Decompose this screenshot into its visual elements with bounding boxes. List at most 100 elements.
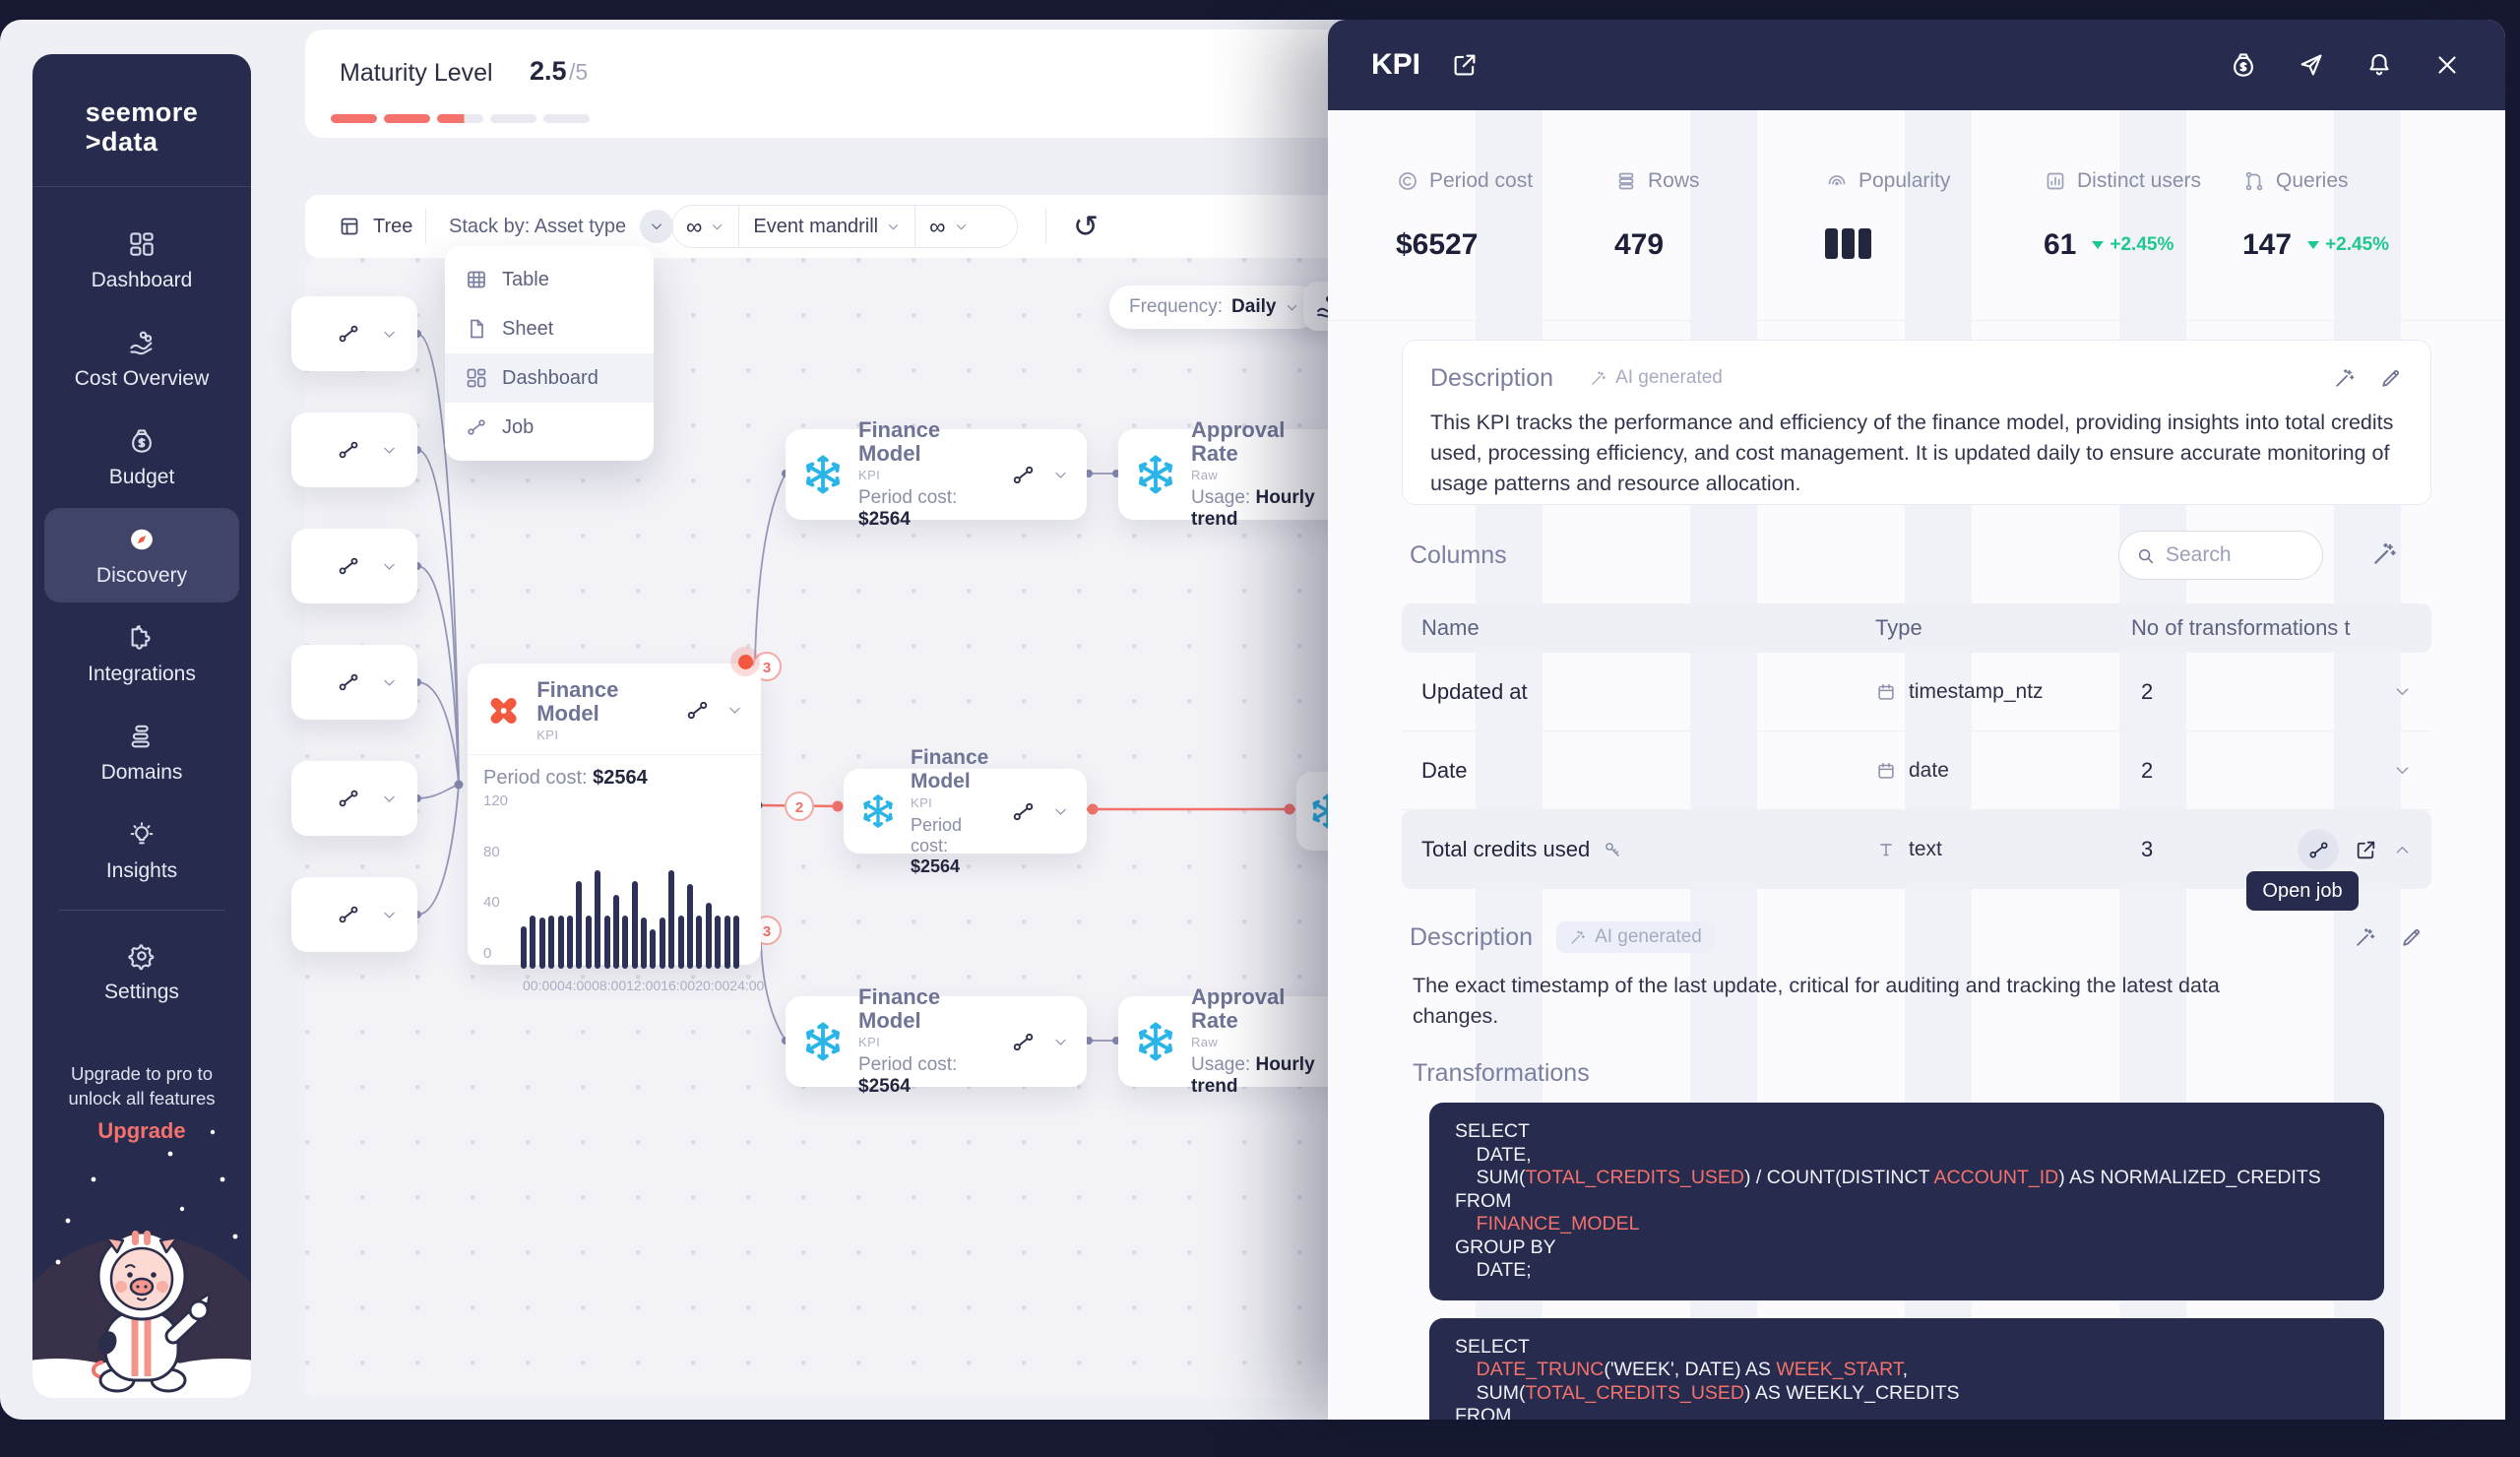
chevron-down-icon[interactable] [1052,1034,1069,1050]
sidebar-item-cost-overview[interactable]: Cost Overview [44,311,239,406]
sidebar-item-settings[interactable]: Settings [44,924,239,1019]
bar [631,881,638,969]
table-row-updated-at[interactable]: Updated at timestamp_ntz 2 [1402,653,2431,731]
edit-pencil-icon[interactable] [2378,366,2403,391]
collapsed-node[interactable] [291,296,417,371]
usage-value: Hourly trend [1191,487,1315,530]
delta-triangle-icon [2092,241,2105,249]
maturity-value: 2.5 [530,56,567,86]
finance-model-logo-icon [483,688,524,733]
send-icon[interactable] [2297,50,2326,80]
menu-item-sheet[interactable]: Sheet [445,304,654,353]
column-header-2[interactable]: No of transformations t [2131,615,2351,640]
magic-wand-icon[interactable] [2332,366,2357,391]
collapsed-node[interactable] [291,645,417,720]
node-approval-rate-top[interactable]: Approval Rate Raw Usage: Hourly trend [1118,418,1345,530]
collapsed-node[interactable] [291,529,417,603]
sidebar-item-integrations[interactable]: Integrations [44,606,239,701]
collapsed-node[interactable] [291,761,417,836]
node-finance-model-middle[interactable]: Finance Model KPI Period cost: $2564 [844,746,1087,876]
chevron-down-icon[interactable] [381,791,398,807]
node-bar-chart: 120 80 40 0 [483,792,739,969]
loop-filter-right[interactable]: ∞ [914,206,981,247]
external-link-icon[interactable] [2354,838,2378,862]
bell-icon[interactable] [2364,50,2394,80]
link-icon[interactable] [684,697,711,724]
cost-icon [127,328,157,357]
menu-item-table[interactable]: Table [445,255,654,304]
bar [566,916,573,969]
column-type: date [1875,759,1949,783]
node-finance-model-top[interactable]: Finance Model KPI Period cost: $2564 [786,418,1087,530]
node-finance-model-expanded[interactable]: Finance Model KPI Period cost: $2564 120… [468,664,764,993]
chevron-down-icon[interactable] [1052,803,1069,820]
column-header-1[interactable]: Type [1875,615,1922,640]
chevron-up-icon[interactable] [2393,841,2412,859]
sidebar-item-label: Dashboard [91,269,193,291]
chevron-down-icon[interactable] [381,442,398,459]
node-approval-rate-bottom[interactable]: Approval Rate Raw Usage: Hourly trend [1118,985,1345,1097]
chevron-down-icon[interactable] [726,702,743,719]
loop-filter-left[interactable]: ∞ [672,206,738,247]
sidebar-item-domains[interactable]: Domains [44,705,239,799]
external-link-icon[interactable] [1450,50,1480,80]
upgrade-text-line1: Upgrade to pro to [71,1063,213,1084]
settings-icon [127,941,157,971]
bar [724,916,730,969]
table-row-date[interactable]: Date date 2 [1402,731,2431,810]
magic-wand-icon[interactable] [2369,539,2399,569]
node-subtitle: KPI [858,468,881,482]
popularity-bars [1825,228,1871,259]
sidebar-item-discovery[interactable]: Discovery [44,508,239,602]
x-tick: 16:00 [661,978,696,993]
ai-generated-badge: AI generated [1577,362,1734,394]
magic-wand-icon[interactable] [2353,925,2377,950]
link-icon [336,669,361,695]
chevron-down-icon[interactable] [381,326,398,343]
collapsed-node[interactable] [291,412,417,487]
link-icon[interactable] [1010,1029,1037,1055]
frequency-select[interactable]: Frequency: Daily [1109,285,1320,329]
snowflake-icon [859,792,897,830]
sidebar-item-dashboard[interactable]: Dashboard [44,213,239,307]
link-icon[interactable] [1010,462,1037,488]
x-tick: 12:00 [626,978,662,993]
edit-pencil-icon[interactable] [2399,925,2424,950]
upgrade-link[interactable]: Upgrade [97,1118,186,1143]
link-icon[interactable] [1010,798,1037,825]
stat-period-cost: Period cost $6527 [1396,169,1533,262]
collapsed-node[interactable] [291,877,417,952]
menu-item-job[interactable]: Job [445,403,654,452]
money-bag-icon[interactable] [2229,50,2258,80]
link-icon [336,786,361,811]
open-job-button[interactable] [2298,829,2339,870]
toolbar-divider [425,209,426,244]
column-header-0[interactable]: Name [1421,615,1480,640]
tree-toggle[interactable]: Tree [338,215,412,238]
chevron-down-icon[interactable] [2393,682,2412,701]
search-icon [2135,545,2156,566]
tree-label: Tree [373,215,413,237]
description-card: Description AI generated This KPI tracks… [1402,340,2431,505]
node-finance-model-bottom[interactable]: Finance Model KPI Period cost: $2564 [786,985,1087,1097]
budget-icon [127,426,157,456]
stack-by-select[interactable]: Stack by: Asset type [449,210,674,243]
panel-title: KPI [1371,48,1421,81]
bar [557,916,564,969]
chevron-down-icon[interactable] [2393,761,2412,780]
chevron-down-icon[interactable] [1052,467,1069,483]
search-input[interactable] [2166,543,2284,567]
chevron-down-icon[interactable] [381,558,398,575]
chevron-down-icon[interactable] [381,907,398,923]
reset-view-button[interactable]: ↺ [1073,212,1099,242]
close-icon[interactable] [2432,50,2462,80]
menu-item-dashboard[interactable]: Dashboard [445,353,654,403]
sidebar-item-budget[interactable]: Budget [44,410,239,504]
transformations-count: 3 [2141,837,2154,861]
stat-delta: +2.45% [2092,234,2174,256]
event-filter[interactable]: Event mandrill [738,206,914,247]
chevron-down-icon[interactable] [381,674,398,691]
y-tick: 40 [483,894,500,912]
bar [677,916,684,969]
sidebar-item-insights[interactable]: Insights [44,803,239,898]
